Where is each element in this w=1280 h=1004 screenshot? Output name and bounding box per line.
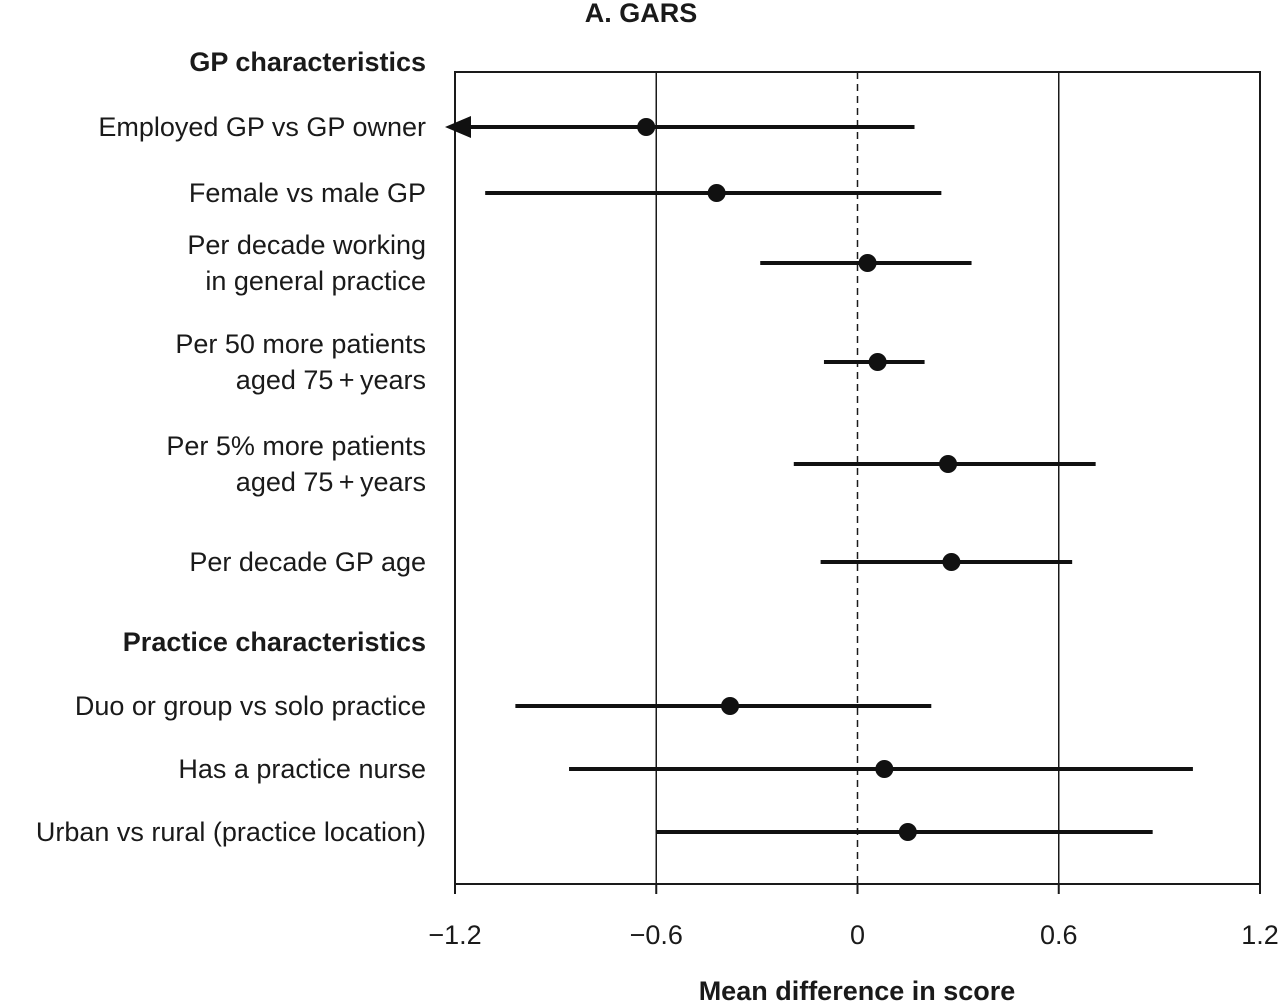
row-label: Urban vs rural (practice location) [36, 817, 426, 847]
point-estimate [721, 697, 740, 715]
point-estimate [868, 353, 887, 371]
point-estimate [858, 254, 877, 272]
x-tick-label: 0 [850, 920, 865, 950]
row-labels: GP characteristics Employed GP vs GP owne… [36, 47, 426, 847]
row-label: Has a practice nurse [178, 754, 426, 784]
data-marks [445, 116, 1193, 841]
row-label: Per 50 more patients [175, 329, 426, 359]
row-label: Per decade working [187, 230, 426, 260]
point-estimate [939, 455, 958, 473]
grid-layer [655, 72, 1060, 884]
row-label: Per decade GP age [189, 547, 426, 577]
x-tick-label: 0.6 [1040, 920, 1078, 950]
x-axis: −1.2 −0.6 0 0.6 1.2 [428, 884, 1279, 950]
chart-title: A. GARS [585, 0, 698, 28]
row-label: in general practice [205, 266, 426, 296]
group-label: Practice characteristics [123, 627, 426, 657]
point-estimate [875, 760, 894, 778]
x-tick-label: −1.2 [428, 920, 481, 950]
row-label: aged 75 + years [236, 365, 426, 395]
row-label: aged 75 + years [236, 467, 426, 497]
point-estimate [898, 823, 917, 841]
row-label: Employed GP vs GP owner [98, 112, 426, 142]
x-tick-label: −0.6 [630, 920, 683, 950]
group-label: GP characteristics [189, 47, 426, 77]
point-estimate [637, 118, 656, 136]
point-estimate [707, 184, 726, 202]
x-axis-title: Mean difference in score [699, 976, 1016, 1004]
row-label: Female vs male GP [189, 178, 426, 208]
row-label: Duo or group vs solo practice [75, 691, 426, 721]
row-label: Per 5% more patients [166, 431, 426, 461]
ci-truncation-arrow [445, 116, 471, 138]
x-tick-label: 1.2 [1241, 920, 1279, 950]
point-estimate [942, 553, 961, 571]
